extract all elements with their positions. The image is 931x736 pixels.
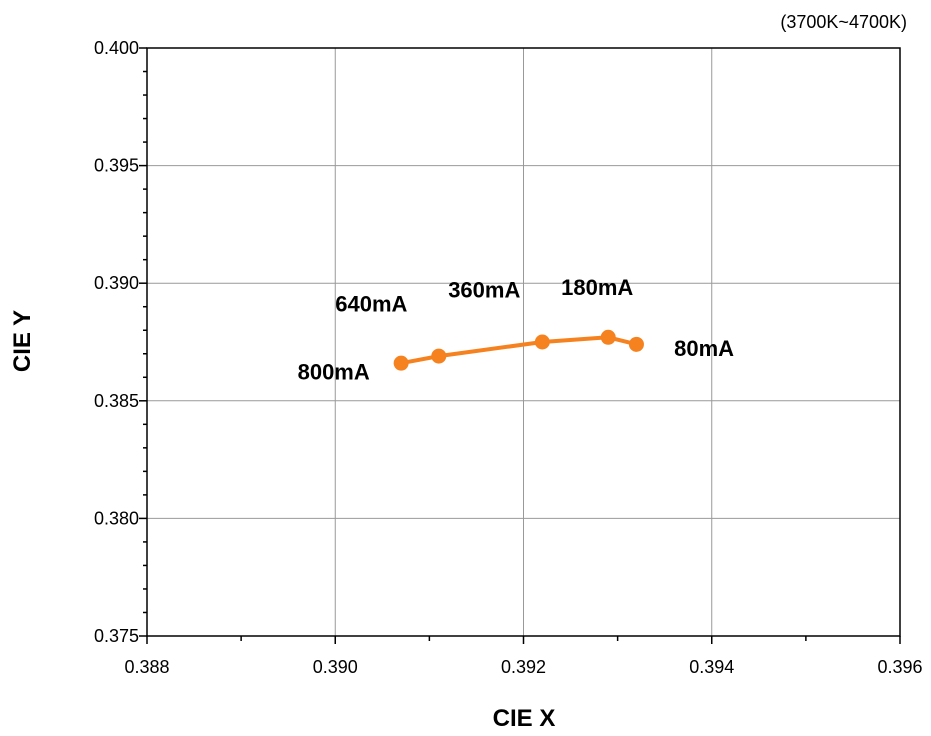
y-tick-label: 0.390 (94, 273, 139, 293)
chart-subtitle: (3700K~4700K) (780, 12, 907, 32)
x-tick-label: 0.394 (689, 657, 734, 677)
grid-lines (147, 48, 900, 636)
current-label: 80mA (674, 336, 734, 361)
current-label: 640mA (335, 291, 407, 316)
plot-frame (146, 47, 901, 637)
y-tick-label: 0.400 (94, 38, 139, 58)
x-tick-label: 0.388 (124, 657, 169, 677)
data-point (628, 336, 644, 352)
x-tick-label: 0.392 (501, 657, 546, 677)
data-point (534, 334, 550, 350)
x-tick-label: 0.390 (313, 657, 358, 677)
y-tick-label: 0.375 (94, 626, 139, 646)
x-axis-title: CIE X (493, 705, 556, 732)
data-point (600, 329, 616, 345)
y-tick-label: 0.380 (94, 508, 139, 528)
x-tick-label: 0.396 (877, 657, 922, 677)
y-tick-labels: 0.375 0.380 0.385 0.390 0.395 0.400 (94, 38, 139, 646)
y-tick-label: 0.385 (94, 391, 139, 411)
y-axis-title: CIE Y (9, 310, 36, 372)
current-label: 180mA (561, 275, 633, 300)
x-tick-labels: 0.388 0.390 0.392 0.394 0.396 (124, 657, 922, 677)
current-label: 360mA (448, 277, 520, 302)
series-layer (393, 329, 644, 371)
current-label: 800mA (298, 360, 370, 385)
annotation-layer: 800mA 640mA 360mA 180mA 80mA (298, 275, 735, 385)
data-point (393, 355, 409, 371)
data-point (431, 348, 447, 364)
y-tick-label: 0.395 (94, 156, 139, 176)
